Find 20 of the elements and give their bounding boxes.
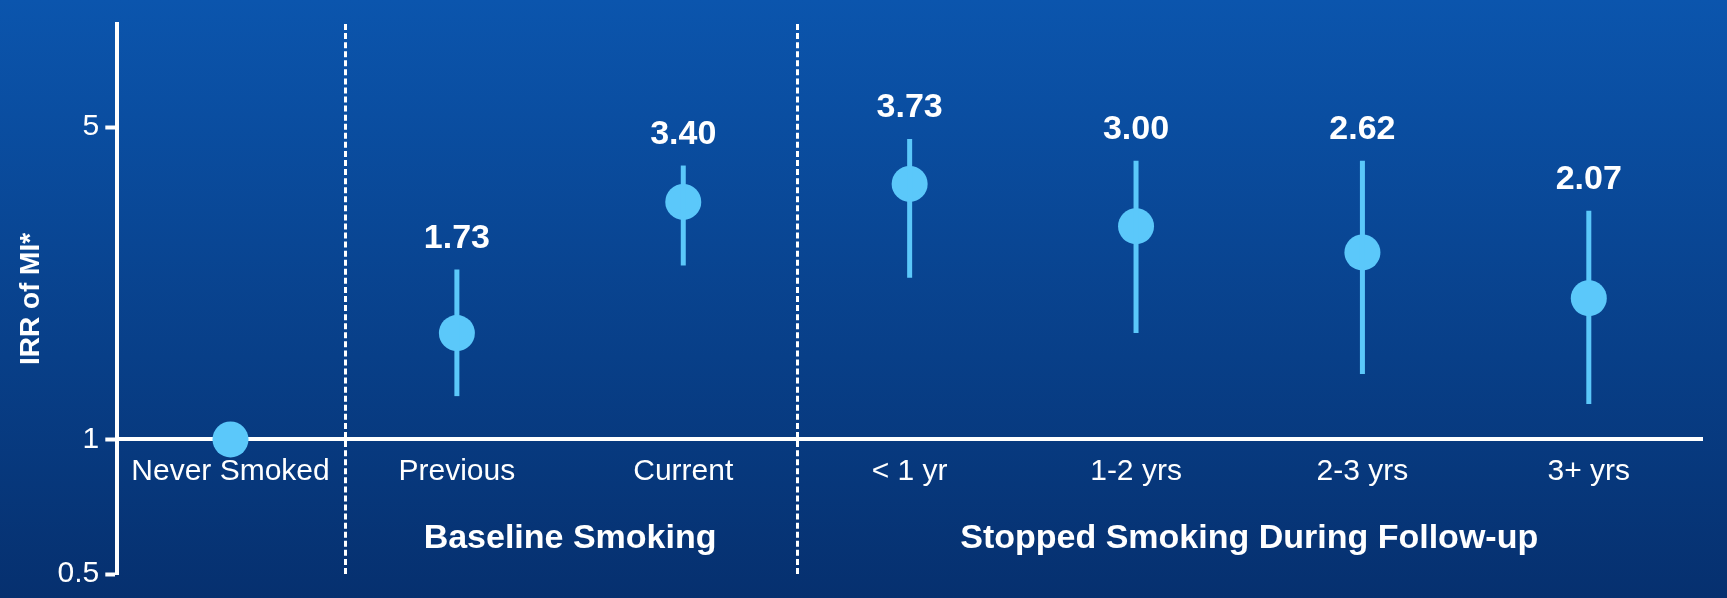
x-tick-label: < 1 yr (871, 452, 948, 486)
x-tick-label: 2-3 yrs (1316, 452, 1409, 486)
y-axis-title: IRR of MI* (13, 232, 45, 366)
data-label: 3.40 (650, 112, 717, 151)
x-tick-label: Previous (398, 452, 516, 486)
data-label: 3.73 (876, 86, 943, 125)
data-label: 2.62 (1329, 108, 1396, 147)
x-tick-label: Never Smoked (131, 452, 330, 486)
y-tick-label: 5 (82, 108, 100, 142)
x-tick-label: 3+ yrs (1547, 452, 1631, 486)
point (212, 421, 249, 458)
annotation: Baseline Smoking (423, 516, 717, 555)
y-tick-label: 0.5 (57, 555, 100, 589)
y-tick-label: 1 (82, 420, 100, 454)
x-tick-label: Current (633, 452, 734, 486)
annotation: Stopped Smoking During Follow-up (960, 516, 1539, 555)
x-tick-label: 1-2 yrs (1090, 452, 1182, 486)
data-label: 1.73 (423, 216, 490, 255)
data-label: 3.00 (1102, 108, 1170, 147)
data-label: 2.07 (1555, 158, 1622, 197)
